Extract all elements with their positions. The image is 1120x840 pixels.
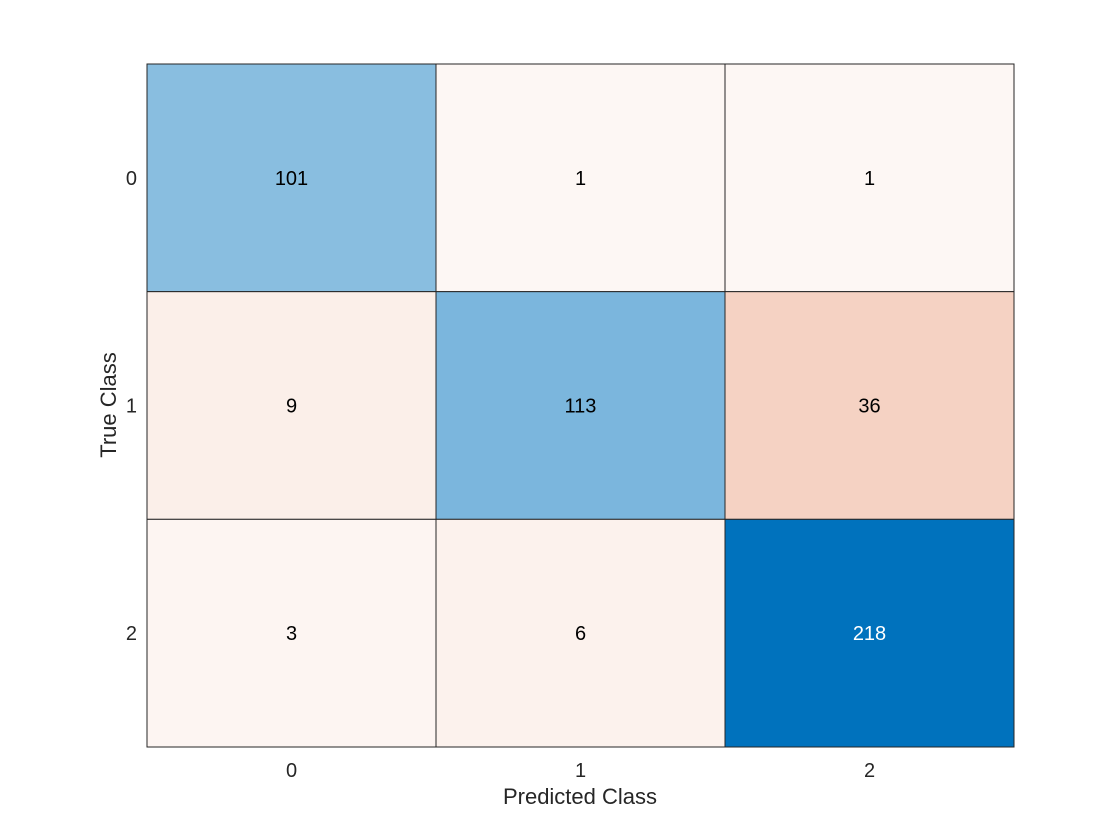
matrix-cells: 101 1 19 113 363 6 218 <box>146 63 1015 748</box>
matrix-cell-0-2 <box>724 63 1015 293</box>
cell-value-2-0: 3 <box>286 623 297 645</box>
cell-value-1-2: 36 <box>858 396 880 418</box>
cell-value-0-2: 1 <box>864 168 875 190</box>
cell-value-0-0: 101 <box>275 168 308 190</box>
x-axis-label: Predicted Class <box>503 784 657 809</box>
y-axis-label: True Class <box>96 352 121 458</box>
matrix-cell-0-0 <box>146 63 437 293</box>
y-tick-label: 2 <box>126 623 137 645</box>
cell-value-1-1: 113 <box>565 396 597 418</box>
matrix-cell-1-2 <box>724 291 1015 520</box>
matrix-cell-2-1 <box>435 518 726 748</box>
matrix-cell-1-0 <box>146 291 437 520</box>
matrix-cell-2-2 <box>724 518 1015 748</box>
matrix-cell-0-1 <box>435 63 726 293</box>
x-tick-label: 0 <box>286 760 297 782</box>
cell-value-2-2: 218 <box>853 623 886 645</box>
cell-value-0-1: 1 <box>575 168 586 190</box>
x-tick-label: 1 <box>575 760 586 782</box>
y-tick-label: 0 <box>126 168 137 190</box>
cell-value-2-1: 6 <box>575 623 586 645</box>
matrix-cell-2-0 <box>146 518 437 748</box>
x-tick-labels: 0 1 2 <box>286 760 875 782</box>
matrix-cell-1-1 <box>435 291 726 520</box>
y-tick-label: 1 <box>126 396 137 418</box>
cell-value-1-0: 9 <box>286 396 297 418</box>
x-tick-label: 2 <box>864 760 875 782</box>
y-tick-labels: 0 1 2 <box>126 168 137 645</box>
